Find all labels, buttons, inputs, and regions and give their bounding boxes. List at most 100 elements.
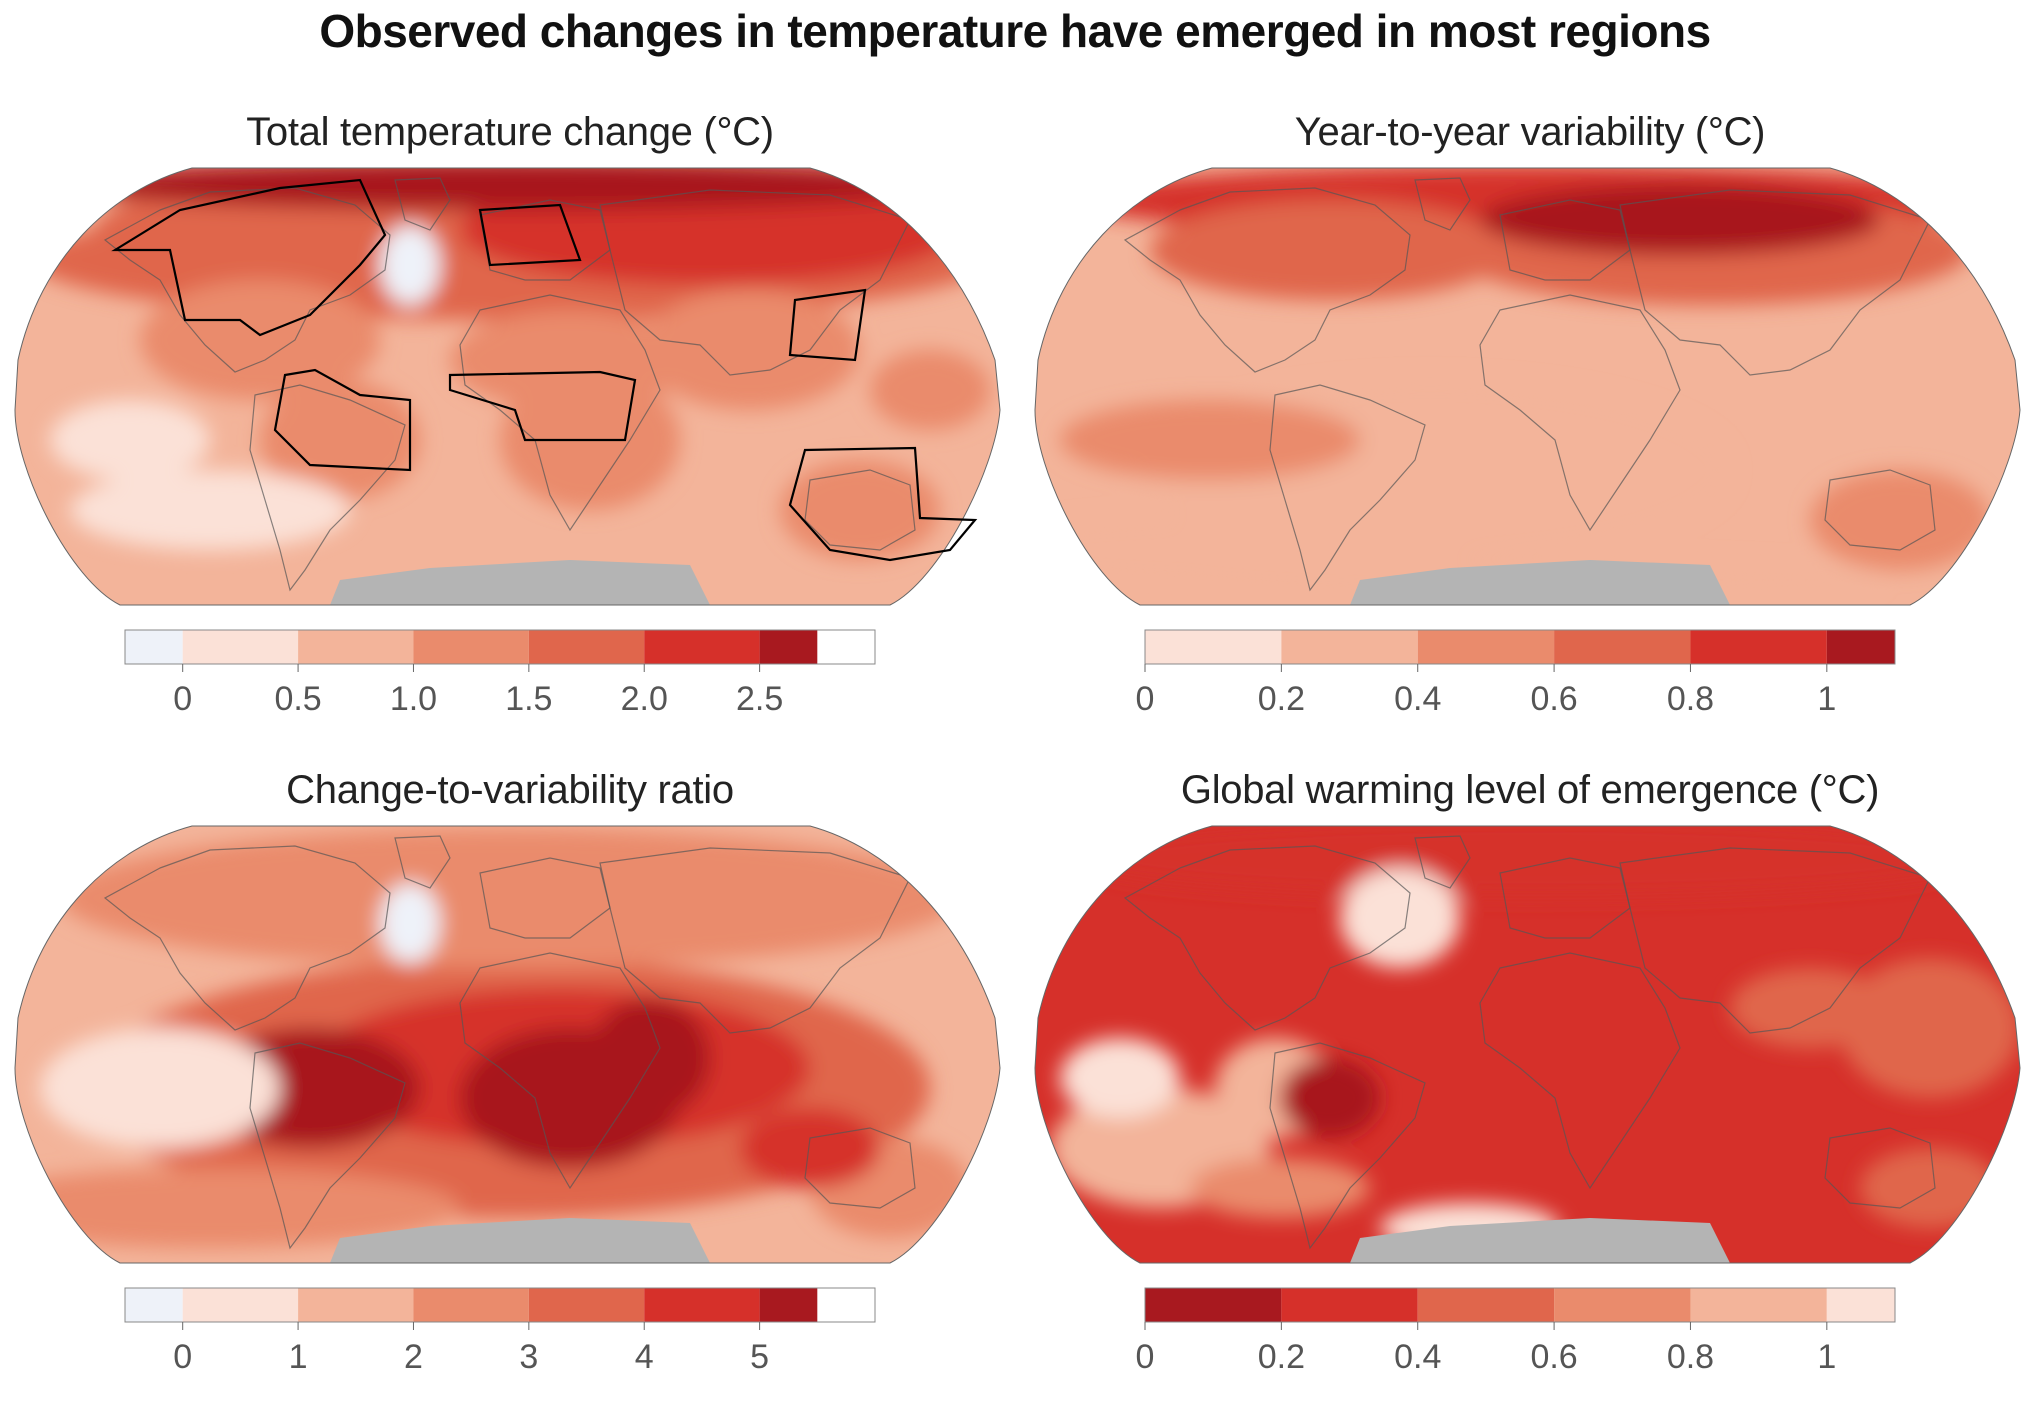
colorbar-segment (528, 630, 645, 664)
value-patch (380, 225, 440, 305)
region-outline-5 (273, 368, 412, 472)
value-patch (590, 998, 710, 1118)
value-patch (60, 168, 960, 210)
coastline-greenland (1414, 835, 1471, 889)
coastline-australia (1824, 469, 1936, 551)
colorbar-tick-label: 0.4 (1394, 680, 1441, 718)
coastline-australia (1824, 1127, 1936, 1209)
value-patch (1060, 400, 1360, 480)
value-patch (40, 1028, 280, 1148)
value-patch (15, 1168, 460, 1248)
coastline-africa (1479, 952, 1681, 1190)
map-outline (1034, 825, 2021, 1264)
colorbar-tick-label: 2 (404, 1338, 423, 1376)
region-outline-3 (788, 288, 867, 362)
panel-title: Year-to-year variability (°C) (1294, 110, 1766, 154)
coastline-south-america (249, 1042, 406, 1250)
value-patch (1060, 1038, 1180, 1118)
colorbar-segment (1690, 630, 1827, 664)
colorbar-tick-label: 2.5 (736, 680, 783, 718)
antarctica-no-data (330, 1218, 710, 1263)
coastline-africa (1479, 294, 1681, 532)
map-field (15, 168, 1000, 605)
world-map: 0 0.2 0.4 0.6 0.8 1 (1034, 825, 2021, 1376)
colorbar-segment (644, 630, 760, 664)
colorbar-tick-label: 0.5 (274, 680, 321, 718)
colorbar-segment (182, 630, 299, 664)
colorbar-segment (413, 1288, 529, 1322)
value-patch (1840, 958, 2020, 1098)
region-outline-4 (448, 370, 637, 442)
value-patch (1150, 200, 1510, 300)
panel-total-temperature-change: Total temperature change (°C) 0 0.5 1.0 1.5… (10, 110, 1010, 760)
colorbar-segment (528, 1288, 645, 1322)
map-outline (14, 167, 1001, 606)
region-outline-6 (788, 446, 978, 562)
coastline-asia (1619, 847, 1931, 1034)
value-patch (1730, 968, 1890, 1048)
world-map: 0 0.5 1.0 1.5 2.0 2.5 (14, 167, 1001, 718)
value-patch (380, 883, 440, 963)
colorbar-segment (1826, 630, 1895, 664)
coastline-asia (599, 189, 911, 376)
colorbar-segment (125, 1288, 183, 1322)
coastline-europe (479, 857, 611, 939)
antarctica-no-data (1350, 560, 1730, 605)
panel-title: Global warming level of emergence (°C) (1180, 768, 1880, 812)
colorbar-tick-label: 1.5 (505, 680, 552, 718)
colorbar-tick-label: 0.6 (1530, 1338, 1577, 1376)
colorbar-tick-label: 3 (519, 1338, 538, 1376)
world-map: 0 0.2 0.4 0.6 0.8 1 (1034, 167, 2021, 718)
colorbar: 0 1 2 3 4 5 (124, 1287, 876, 1376)
coastline-north-america (103, 845, 391, 1031)
colorbar-tick-label: 1 (1817, 680, 1836, 718)
colorbar-tick-label: 0.2 (1258, 1338, 1305, 1376)
coastline-australia (804, 469, 916, 551)
colorbar-tick-label: 0.8 (1667, 1338, 1714, 1376)
colorbar-tick-label: 0 (1136, 1338, 1155, 1376)
colorbar-frame (124, 1287, 876, 1323)
colorbar-segment (413, 630, 529, 664)
coastline-asia (1619, 189, 1931, 376)
colorbar-tick-label: 0.8 (1667, 680, 1714, 718)
value-patch (140, 280, 380, 400)
value-patch (1190, 1158, 1370, 1218)
colorbar-tick-label: 0.2 (1258, 680, 1305, 718)
colorbar-tick-label: 2.0 (621, 680, 668, 718)
map-field (1035, 168, 2020, 605)
coastline-south-america (1269, 384, 1426, 592)
panel-global-warming-level-of-emergence: Global warming level of emergence (°C) 0… (1030, 768, 2030, 1418)
colorbar-tick-label: 0.6 (1530, 680, 1577, 718)
value-patch (50, 400, 210, 480)
colorbar-segment (1554, 630, 1691, 664)
colorbar-segment (1281, 1288, 1418, 1322)
value-patch (1070, 826, 1990, 898)
colorbar-segment (125, 630, 183, 664)
map-field (15, 826, 1000, 1263)
colorbar-segment (298, 630, 414, 664)
value-patch (260, 380, 420, 500)
colorbar-segment (1690, 1288, 1827, 1322)
colorbar-segment (298, 1288, 414, 1322)
coastline-north-america (103, 187, 391, 373)
colorbar-tick-label: 0 (173, 1338, 192, 1376)
coastline-australia (804, 1127, 916, 1209)
colorbar-tick-label: 0 (1136, 680, 1155, 718)
panel-title: Change-to-variability ratio (286, 768, 734, 812)
colorbar-tick-label: 5 (750, 1338, 769, 1376)
colorbar-frame (1144, 629, 1896, 665)
colorbar-tick-label: 0.4 (1394, 1338, 1441, 1376)
panel-year-to-year-variability: Year-to-year variability (°C) 0 0.2 0.4 0.6… (1030, 110, 2030, 760)
coastline-europe (1499, 199, 1631, 281)
colorbar-tick-label: 0 (173, 680, 192, 718)
colorbar-segment (1281, 630, 1418, 664)
value-patch (740, 1108, 880, 1188)
coastline-greenland (394, 835, 451, 889)
colorbar-segment (1145, 1288, 1282, 1322)
colorbar-tick-label: 1 (289, 1338, 308, 1376)
value-patch (1280, 1058, 1380, 1138)
figure-title: Observed changes in temperature have eme… (319, 5, 1711, 57)
value-patch (1340, 868, 1460, 968)
map-outline (1034, 167, 2021, 606)
coastline-europe (479, 199, 611, 281)
